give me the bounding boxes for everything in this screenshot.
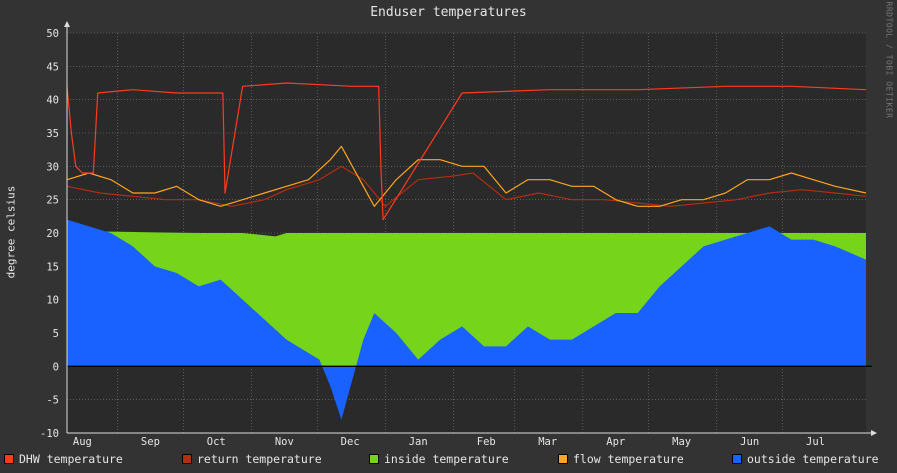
- axes: [64, 21, 877, 436]
- y-tick-label: 35: [46, 128, 59, 140]
- x-tick-label: May: [672, 436, 691, 448]
- x-tick-label: Jun: [740, 436, 759, 448]
- flow-temperature-line: [66, 145, 867, 207]
- chart-title: Enduser temperatures: [370, 5, 527, 20]
- legend-label-return: return temperature: [197, 452, 322, 466]
- y-tick-label: 5: [53, 328, 59, 340]
- y-tick-label: 50: [46, 28, 59, 40]
- legend-item-return: return temperature: [182, 452, 322, 466]
- legend-swatch-return: [182, 454, 192, 464]
- legend-label-dhw: DHW temperature: [19, 452, 123, 466]
- y-tick-label: -5: [46, 395, 59, 407]
- y-tick-label: 40: [46, 95, 59, 107]
- legend-swatch-flow: [558, 454, 568, 464]
- x-tick-label: Mar: [538, 436, 557, 448]
- legend-label-inside: inside temperature: [384, 452, 509, 466]
- x-tick-label: Sep: [141, 436, 160, 448]
- y-tick-label: 45: [46, 61, 59, 73]
- x-tick-label: Nov: [275, 436, 294, 448]
- x-axis-arrow: [871, 430, 877, 436]
- legend-item-dhw: DHW temperature: [4, 452, 123, 466]
- legend-swatch-inside: [369, 454, 379, 464]
- return-temperature-line: [66, 165, 867, 207]
- legend-item-outside: outside temperature: [732, 452, 879, 466]
- y-tick-label: 0: [53, 361, 59, 373]
- x-tick-label: Jan: [409, 436, 428, 448]
- y-tick-label: 30: [46, 161, 59, 173]
- legend-label-flow: flow temperature: [573, 452, 684, 466]
- dhw-temperature-line: [66, 82, 867, 221]
- x-tick-label: Dec: [341, 436, 360, 448]
- legend-item-inside: inside temperature: [369, 452, 509, 466]
- x-tick-label: Apr: [606, 436, 625, 448]
- x-tick-label: Oct: [207, 436, 226, 448]
- y-tick-label: -10: [40, 428, 59, 440]
- legend: DHW temperature return temperature insid…: [0, 452, 897, 468]
- legend-item-flow: flow temperature: [558, 452, 684, 466]
- y-axis-arrow: [64, 21, 70, 27]
- legend-swatch-outside: [732, 454, 742, 464]
- y-tick-label: 15: [46, 261, 59, 273]
- x-tick-label: Jul: [806, 436, 825, 448]
- y-tick-label: 20: [46, 228, 59, 240]
- x-tick-label: Feb: [477, 436, 496, 448]
- y-tick-label: 25: [46, 195, 59, 207]
- area-series: [67, 219, 866, 420]
- y-tick-label: 10: [46, 295, 59, 307]
- x-tick-label: Aug: [73, 436, 92, 448]
- y-tick-labels: -10 -5 0 5 10 15 20 25 30 35 40 45 50: [40, 28, 59, 440]
- x-tick-labels: Aug Sep Oct Nov Dec Jan Feb Mar Apr May Jun Jul: [73, 436, 825, 448]
- outside-temperature-area: [67, 219, 866, 420]
- legend-swatch-dhw: [4, 454, 14, 464]
- line-series: [66, 82, 867, 221]
- legend-label-outside: outside temperature: [747, 452, 879, 466]
